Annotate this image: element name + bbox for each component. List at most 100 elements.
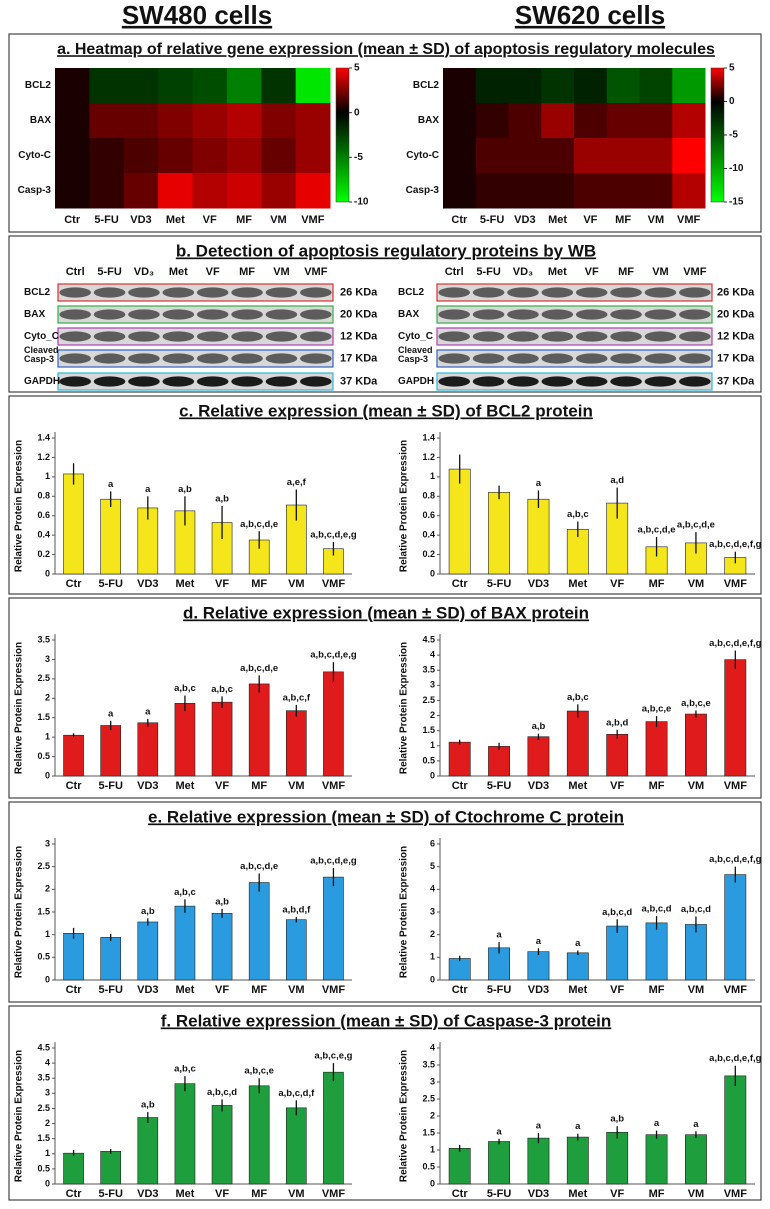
significance-label: a,b [532, 721, 546, 732]
bar [724, 659, 747, 777]
significance-label: a,b,c,d,e,f,g [709, 854, 761, 865]
significance-label: a,b,c,d,e [240, 861, 278, 872]
heatmap-cell [89, 173, 125, 209]
heatmap-cell [89, 138, 125, 174]
x-tick-label: Ctr [452, 780, 469, 792]
bar [248, 1085, 270, 1185]
y-tick-label: 2 [45, 884, 50, 894]
y-tick-label: 0.5 [422, 755, 435, 765]
significance-label: a,b,c,d,e,f,g [709, 539, 761, 550]
y-tick-label: 2 [45, 1118, 50, 1128]
x-tick-label: MF [649, 1188, 665, 1200]
bar [248, 882, 270, 981]
heatmap-cell [574, 173, 608, 209]
protein-label-box: Cleaved Casp-3 [24, 346, 59, 364]
bar [285, 1107, 307, 1185]
heatmap-cell [261, 138, 297, 174]
blot-band [162, 353, 195, 364]
blot-band [679, 376, 711, 387]
blot-band [59, 331, 91, 342]
blot-band [438, 376, 470, 387]
significance-label: a,b,c,d [207, 1087, 237, 1098]
y-tick-label: 1.2 [422, 452, 435, 462]
significance-label: a,b,c,d [602, 907, 632, 918]
row-label: Cyto-C [406, 150, 439, 161]
y-tick-label: 0.5 [37, 1163, 50, 1173]
significance-label: a [496, 1126, 502, 1137]
y-tick-label: 1 [430, 471, 435, 481]
x-tick-label: VMF [724, 578, 748, 590]
lane-label: MF [618, 266, 634, 278]
bar [566, 952, 589, 981]
blot-band [162, 331, 195, 342]
y-axis-label: Relative Protein Expression [399, 642, 410, 774]
panel-title: a. Heatmap of relative gene expression (… [57, 41, 715, 58]
blot-band [679, 309, 711, 320]
colorbar-tick-label: 0 [354, 107, 360, 118]
panel-title: f. Relative expression (mean ± SD) of Ca… [161, 1011, 612, 1030]
y-tick-label: 2 [430, 1110, 435, 1120]
heatmap-cell [295, 68, 331, 104]
x-tick-label: MF [649, 780, 665, 792]
blot-band [541, 331, 574, 342]
significance-label: a [575, 938, 581, 949]
x-tick-label: VMF [322, 984, 346, 996]
significance-label: a,b,c,e [244, 1066, 274, 1077]
heatmap-cell [55, 138, 90, 174]
x-tick-label: Ctr [66, 780, 83, 792]
x-tick-label: MF [649, 578, 665, 590]
x-tick-label: Met [568, 780, 587, 792]
heatmap-cell [192, 138, 228, 174]
blot-band [472, 376, 505, 387]
x-tick-label: VMF [724, 780, 748, 792]
y-tick-label: 1.5 [37, 1133, 50, 1143]
significance-label: a,b,c [567, 692, 589, 703]
blot-band [93, 309, 126, 320]
blot-band [265, 287, 298, 298]
significance-label: a,d [610, 475, 624, 486]
blot-band [472, 331, 505, 342]
y-tick-label: 0 [430, 1178, 435, 1188]
blot-band [472, 309, 505, 320]
y-tick-label: 3 [45, 1088, 50, 1098]
y-tick-label: 3 [430, 680, 435, 690]
blot-band [507, 353, 539, 364]
x-tick-label: VMF [724, 1188, 748, 1200]
bar [645, 922, 668, 981]
x-tick-label: VD3 [528, 578, 549, 590]
column-label: Met [166, 214, 185, 226]
bar [488, 1141, 510, 1185]
column-label: VD3 [130, 214, 151, 226]
significance-label: a,b,c,d,e [677, 520, 715, 531]
significance-label: a,b,c,d [642, 904, 672, 915]
bar [606, 1132, 629, 1185]
y-tick-label: 0.4 [422, 530, 435, 540]
blot-band [196, 331, 229, 342]
significance-label: a [145, 484, 151, 495]
x-tick-label: VMF [724, 984, 748, 996]
panel-title: b. Detection of apoptosis regulatory pro… [176, 241, 596, 260]
blot-band [162, 376, 195, 387]
y-tick-label: 1.5 [37, 906, 50, 916]
y-tick-label: 0.4 [37, 530, 50, 540]
lane-label: VMF [304, 266, 328, 278]
bar [285, 919, 307, 981]
lane-label: Met [169, 266, 188, 278]
column-label: VF [203, 214, 217, 226]
protein-label: BCL2 [398, 287, 425, 298]
lane-label: VMF [683, 266, 707, 278]
blot-band [575, 309, 608, 320]
y-tick-label: 5 [430, 861, 435, 871]
y-tick-label: 0 [45, 974, 50, 984]
y-tick-label: 0.6 [37, 510, 50, 520]
x-tick-label: VD3 [528, 780, 549, 792]
blot-band [644, 331, 677, 342]
row-label: Cyto-C [18, 150, 51, 161]
y-tick-label: 2.5 [37, 861, 50, 871]
x-tick-label: 5-FU [98, 578, 123, 590]
significance-label: a,b,c,d,e [638, 525, 676, 536]
bar [685, 713, 707, 777]
x-tick-label: Met [175, 578, 194, 590]
protein-label: GAPDH [398, 376, 434, 387]
